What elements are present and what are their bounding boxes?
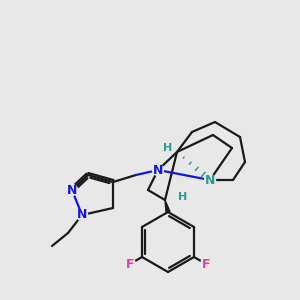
Circle shape — [164, 143, 172, 152]
Circle shape — [152, 164, 164, 175]
Polygon shape — [165, 200, 170, 212]
Text: N: N — [153, 164, 163, 176]
Circle shape — [178, 193, 188, 202]
Text: H: H — [164, 143, 172, 153]
Circle shape — [201, 259, 212, 269]
Text: N: N — [67, 184, 77, 196]
Circle shape — [76, 209, 88, 220]
Circle shape — [67, 184, 77, 196]
Text: N: N — [205, 173, 215, 187]
Text: F: F — [126, 257, 134, 271]
Circle shape — [205, 175, 215, 185]
Text: N: N — [77, 208, 87, 221]
Text: H: H — [178, 192, 188, 202]
Text: F: F — [202, 257, 210, 271]
Circle shape — [124, 259, 135, 269]
